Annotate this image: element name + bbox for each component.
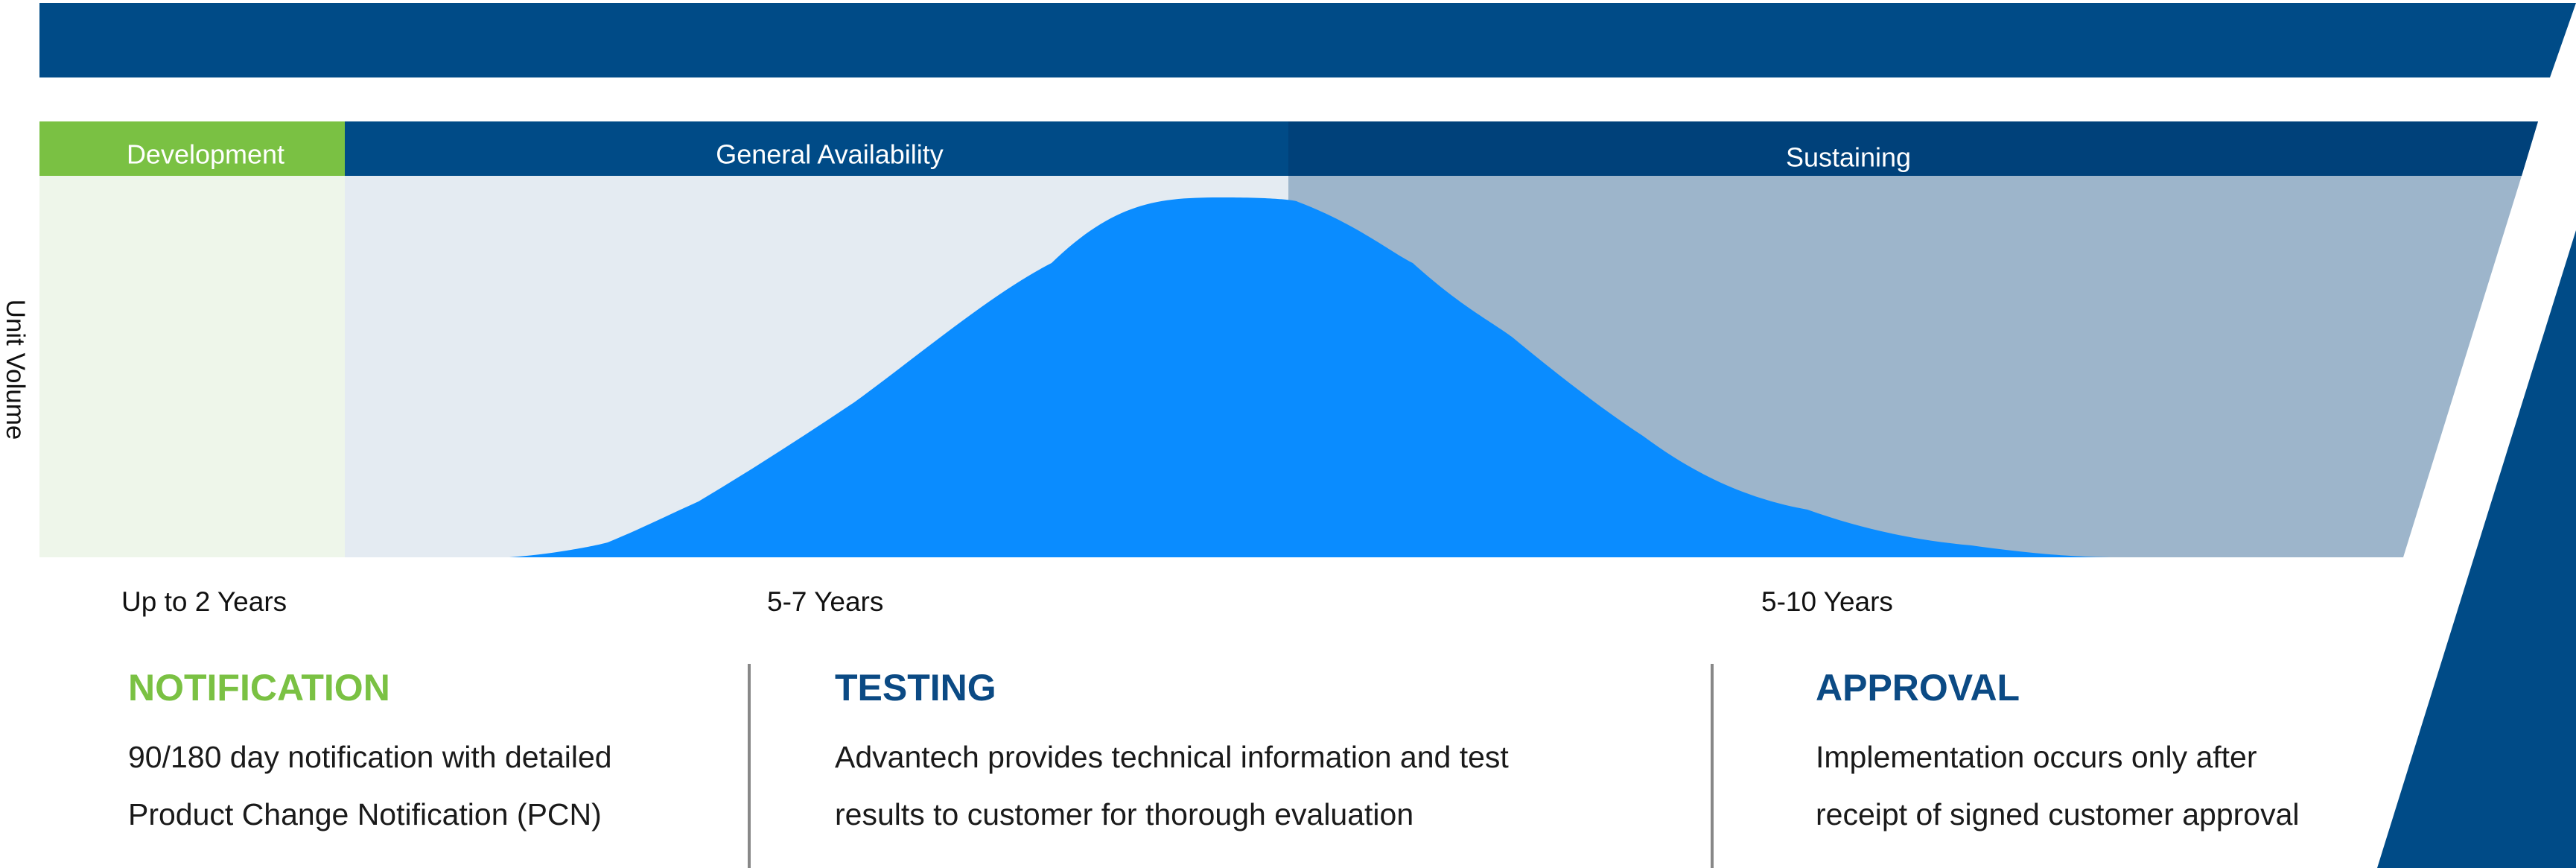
sustaining-header: [1288, 121, 2538, 176]
step-text: Advantech provides technical information…: [835, 740, 1509, 774]
phase-label: Sustaining: [1786, 142, 1911, 173]
phase-label: General Availability: [716, 139, 944, 170]
duration: 5-7 Years: [767, 586, 883, 617]
axis-label: Unit Volume: [1, 300, 30, 440]
top-band: [39, 3, 2576, 77]
duration: 5-10 Years: [1761, 586, 1893, 617]
step-title: TESTING: [835, 667, 996, 709]
step-title: NOTIFICATION: [128, 667, 390, 709]
phase-label: Development: [127, 139, 284, 170]
volume-curve: [345, 197, 2119, 557]
step-text: receipt of signed customer approval: [1816, 797, 2300, 831]
step-text: results to customer for thorough evaluat…: [835, 797, 1413, 831]
development-header: [39, 121, 345, 176]
side-band: [2377, 230, 2576, 868]
step-text: 90/180 day notification with detailed: [128, 740, 612, 774]
step-text: Product Change Notification (PCN): [128, 797, 602, 831]
step-text: Implementation occurs only after: [1816, 740, 2257, 774]
duration: Up to 2 Years: [121, 586, 287, 617]
development-area: [39, 176, 345, 557]
step-title: APPROVAL: [1816, 667, 2020, 709]
